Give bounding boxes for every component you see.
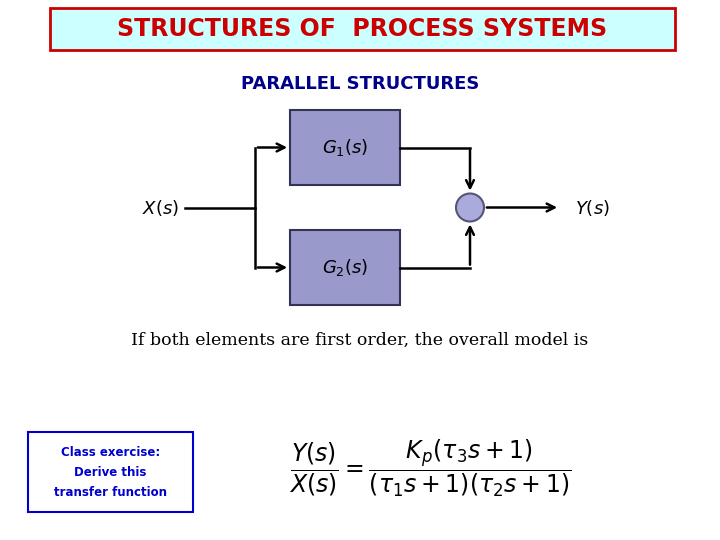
Text: STRUCTURES OF  PROCESS SYSTEMS: STRUCTURES OF PROCESS SYSTEMS [117, 17, 608, 41]
Bar [50, 8, 675, 50]
Bar [28, 432, 193, 512]
Text: PARALLEL STRUCTURES: PARALLEL STRUCTURES [240, 75, 480, 93]
Text: Class exercise:
Derive this
transfer function: Class exercise: Derive this transfer fun… [54, 446, 167, 498]
Text: $G_2(s)$: $G_2(s)$ [322, 257, 368, 278]
Bar [290, 230, 400, 305]
Bar [290, 110, 400, 185]
Text: If both elements are first order, the overall model is: If both elements are first order, the ov… [131, 332, 589, 348]
Text: $G_1(s)$: $G_1(s)$ [322, 137, 368, 158]
Text: $\dfrac{Y(s)}{X(s)} = \dfrac{K_p(\tau_3 s + 1)}{(\tau_1 s + 1)(\tau_2 s + 1)}$: $\dfrac{Y(s)}{X(s)} = \dfrac{K_p(\tau_3 … [289, 437, 571, 498]
Text: $X(s)$: $X(s)$ [142, 198, 179, 218]
Text: $Y(s)$: $Y(s)$ [575, 198, 610, 218]
Circle shape [456, 193, 484, 221]
